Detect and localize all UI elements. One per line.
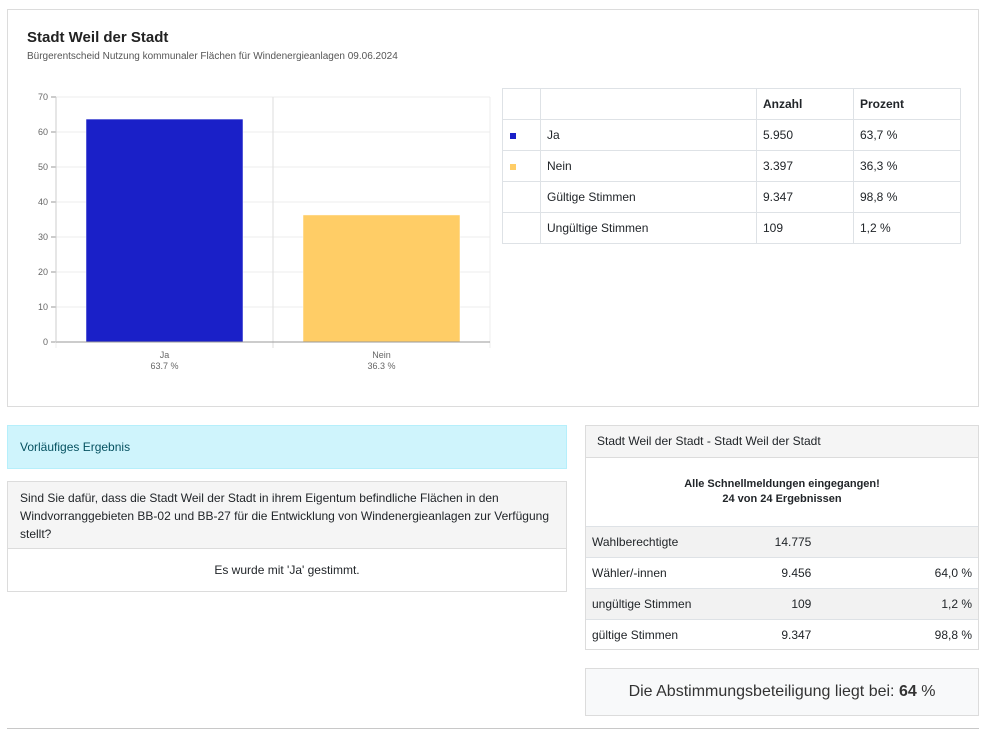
stats-value: 9.456 [768,557,902,589]
y-tick-label: 20 [38,267,48,277]
row-percent: 98,8 % [853,181,961,213]
stats-percent: 98,8 % [901,619,978,651]
bar-nein [302,214,461,343]
stats-percent [901,526,978,558]
y-tick-label: 10 [38,302,48,312]
table-row: Nein 3.397 36,3 % [502,150,961,182]
y-tick-label: 0 [43,337,48,347]
question-card: Sind Sie dafür, dass die Stadt Weil der … [7,481,567,592]
district-status: Alle Schnellmeldungen eingegangen! 24 vo… [586,458,978,526]
swatch-cell [502,150,541,182]
row-label: Gültige Stimmen [540,181,757,213]
stats-row: ungültige Stimmen 109 1,2 % [586,588,978,620]
question-text: Sind Sie dafür, dass die Stadt Weil der … [8,482,566,549]
x-tick-sublabel: 36.3 % [367,361,395,371]
row-count: 9.347 [756,181,854,213]
results-table-header: Anzahl Prozent [502,88,961,120]
stats-label: Wahlberechtigte [586,526,769,558]
results-card: Stadt Weil der Stadt Bürgerentscheid Nut… [7,9,979,407]
page-title: Stadt Weil der Stadt [27,29,169,46]
page-subtitle: Bürgerentscheid Nutzung kommunaler Fläch… [27,51,398,62]
row-percent: 1,2 % [853,212,961,244]
row-label: Ungültige Stimmen [540,212,757,244]
swatch-cell [502,119,541,151]
swatch-cell [502,212,541,244]
stats-value: 9.347 [768,619,902,651]
y-tick-label: 40 [38,197,48,207]
stats-label: ungültige Stimmen [586,588,769,620]
table-row: Ungültige Stimmen 109 1,2 % [502,212,961,244]
divider [7,728,979,729]
results-table: Anzahl Prozent Ja 5.950 63,7 % Nein 3.39… [502,88,961,244]
answer-text: Es wurde mit 'Ja' gestimmt. [214,563,360,577]
y-tick-label: 70 [38,92,48,102]
header-swatch [502,88,541,120]
row-count: 5.950 [756,119,854,151]
district-stats-table: Wahlberechtigte 14.775 Wähler/-innen 9.4… [586,526,978,651]
stats-row: Wähler/-innen 9.456 64,0 % [586,557,978,589]
district-card: Stadt Weil der Stadt - Stadt Weil der St… [585,425,979,651]
legend-swatch-ja [510,133,516,139]
header-label [540,88,757,120]
status-alert: Vorläufiges Ergebnis [7,425,567,469]
row-percent: 36,3 % [853,150,961,182]
swatch-cell [502,181,541,213]
table-row: Ja 5.950 63,7 % [502,119,961,151]
stats-percent: 64,0 % [901,557,978,589]
row-label: Ja [540,119,757,151]
stats-percent: 1,2 % [901,588,978,620]
row-count: 3.397 [756,150,854,182]
stats-row: Wahlberechtigte 14.775 [586,526,978,558]
bar-ja [85,118,244,343]
y-tick-label: 50 [38,162,48,172]
header-count: Anzahl [756,88,854,120]
turnout-box: Die Abstimmungsbeteiligung liegt bei: 64… [585,668,979,716]
district-header: Stadt Weil der Stadt - Stadt Weil der St… [586,426,978,458]
status-line-complete: Alle Schnellmeldungen eingegangen! [684,478,880,490]
table-row: Gültige Stimmen 9.347 98,8 % [502,181,961,213]
legend-swatch-nein [510,164,516,170]
stats-label: gültige Stimmen [586,619,769,651]
turnout-value: 64 [898,683,917,700]
row-count: 109 [756,212,854,244]
row-label: Nein [540,150,757,182]
stats-value: 109 [768,588,902,620]
stats-label: Wähler/-innen [586,557,769,589]
y-tick-label: 60 [38,127,48,137]
status-line-count: 24 von 24 Ergebnissen [722,493,842,505]
y-tick-label: 30 [38,232,48,242]
stats-row: gültige Stimmen 9.347 98,8 % [586,619,978,651]
header-percent: Prozent [853,88,961,120]
x-tick-label: Ja [160,350,170,360]
turnout-unit: % [921,683,936,700]
turnout-label: Die Abstimmungsbeteiligung liegt bei: [628,683,895,700]
x-tick-label: Nein [372,350,391,360]
x-tick-sublabel: 63.7 % [150,361,178,371]
row-percent: 63,7 % [853,119,961,151]
stats-value: 14.775 [768,526,902,558]
